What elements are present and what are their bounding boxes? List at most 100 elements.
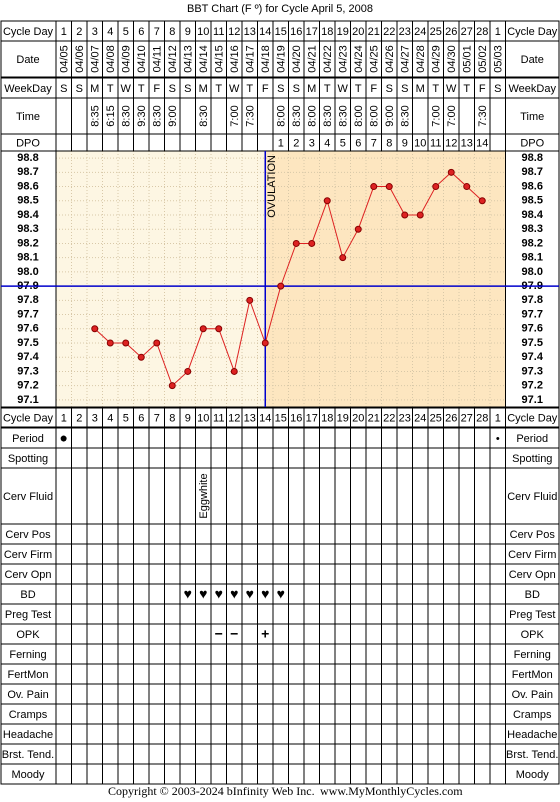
weekday: F xyxy=(153,83,160,95)
time: 7:30 xyxy=(245,105,257,126)
weekday: T xyxy=(432,83,439,95)
temperature-point xyxy=(230,367,238,375)
y-tick-label: 98.2 xyxy=(17,237,38,249)
temperature-point xyxy=(385,183,393,191)
y-tick-label: 98.0 xyxy=(522,266,543,278)
cycle-day: 19 xyxy=(337,412,349,424)
time: 8:30 xyxy=(291,105,303,126)
row-frame xyxy=(0,467,560,525)
date: 04/07 xyxy=(90,45,102,73)
cycle-day: 7 xyxy=(154,412,160,424)
row-label: Cycle Day xyxy=(3,26,54,38)
weekday: T xyxy=(246,83,253,95)
temperature-point xyxy=(447,168,455,176)
cycle-day: 4 xyxy=(107,26,113,38)
date: 04/30 xyxy=(446,45,458,73)
time: 8:00 xyxy=(369,105,381,126)
date: 04/08 xyxy=(105,45,117,73)
y-tick-label: 98.7 xyxy=(522,166,543,178)
row-label: BD xyxy=(525,589,540,601)
dpo: 6 xyxy=(355,137,361,149)
weekday: W xyxy=(121,83,132,95)
cycle-day: 21 xyxy=(368,412,380,424)
y-tick-label: 97.8 xyxy=(17,294,38,306)
cycle-day: 12 xyxy=(228,26,240,38)
observation-mark: ● xyxy=(60,430,68,446)
cycle-day: 7 xyxy=(154,26,160,38)
temperature-point xyxy=(432,183,440,191)
cycle-day: 1 xyxy=(495,26,501,38)
cycle-day: 5 xyxy=(123,26,129,38)
weekday: F xyxy=(370,83,377,95)
row-frame xyxy=(0,427,560,449)
temperature-point xyxy=(354,225,362,233)
date: 04/15 xyxy=(214,45,226,73)
date: 04/10 xyxy=(136,45,148,73)
time: 8:30 xyxy=(121,105,133,126)
date: 05/03 xyxy=(493,45,505,73)
ovulation-label: OVULATION xyxy=(266,155,278,218)
cycle-day: 18 xyxy=(321,26,333,38)
cycle-day: 24 xyxy=(414,26,426,38)
row-frame xyxy=(0,447,560,469)
y-tick-label: 97.1 xyxy=(17,394,38,406)
row-label: Preg Test xyxy=(5,609,51,621)
y-tick-label: 97.4 xyxy=(522,351,544,363)
date: 04/27 xyxy=(400,45,412,73)
row-frame xyxy=(0,40,560,78)
date: 04/17 xyxy=(245,45,257,73)
row-label: Moody xyxy=(11,769,45,781)
observation-mark: ♥ xyxy=(199,586,207,602)
dpo: 12 xyxy=(445,137,457,149)
y-tick-label: 98.7 xyxy=(17,166,38,178)
date: 04/12 xyxy=(167,45,179,73)
temperature-point xyxy=(153,339,161,347)
temperature-point xyxy=(199,325,207,333)
row-frame xyxy=(0,663,560,685)
y-tick-label: 97.5 xyxy=(522,337,543,349)
cycle-day: 4 xyxy=(107,412,113,424)
y-tick-label: 97.2 xyxy=(17,380,38,392)
temperature-point xyxy=(339,254,347,262)
time: 9:00 xyxy=(167,105,179,126)
row-label: BD xyxy=(20,589,35,601)
row-label: Cerv Opn xyxy=(4,569,51,581)
time: 7:00 xyxy=(446,105,458,126)
temperature-point xyxy=(261,339,269,347)
time: 8:35 xyxy=(90,105,102,126)
y-tick-label: 97.3 xyxy=(17,365,38,377)
row-frame xyxy=(0,407,560,428)
cycle-day: 1 xyxy=(61,26,67,38)
date: 04/20 xyxy=(291,45,303,73)
row-label: Cramps xyxy=(9,709,48,721)
row-label: OPK xyxy=(521,629,545,641)
row-label: OPK xyxy=(16,629,40,641)
cycle-day: 25 xyxy=(430,412,442,424)
row-label: Time xyxy=(16,111,40,123)
row-label: Cycle Day xyxy=(3,412,54,424)
weekday: T xyxy=(324,83,331,95)
cycle-day: 11 xyxy=(213,412,224,424)
time: 8:00 xyxy=(276,105,288,126)
observation-mark: − xyxy=(230,626,238,642)
cycle-day: 13 xyxy=(244,26,256,38)
date: 04/09 xyxy=(121,45,133,73)
y-tick-label: 97.6 xyxy=(522,323,543,335)
observation-mark: ♥ xyxy=(184,586,192,602)
cycle-day: 23 xyxy=(399,412,411,424)
observation-mark: − xyxy=(215,626,223,642)
row-label: Cramps xyxy=(513,709,552,721)
cycle-day: 9 xyxy=(185,412,191,424)
y-tick-label: 98.5 xyxy=(522,195,543,207)
y-tick-label: 98.3 xyxy=(522,223,543,235)
temperature-point xyxy=(184,367,192,375)
row-label: Spotting xyxy=(512,453,552,465)
date: 04/26 xyxy=(384,45,396,73)
date: 04/25 xyxy=(369,45,381,73)
row-label: Cerv Fluid xyxy=(3,491,53,503)
dpo: 7 xyxy=(371,137,377,149)
date: 04/14 xyxy=(198,45,210,73)
y-tick-label: 97.7 xyxy=(522,308,543,320)
temperature-point xyxy=(401,211,409,219)
